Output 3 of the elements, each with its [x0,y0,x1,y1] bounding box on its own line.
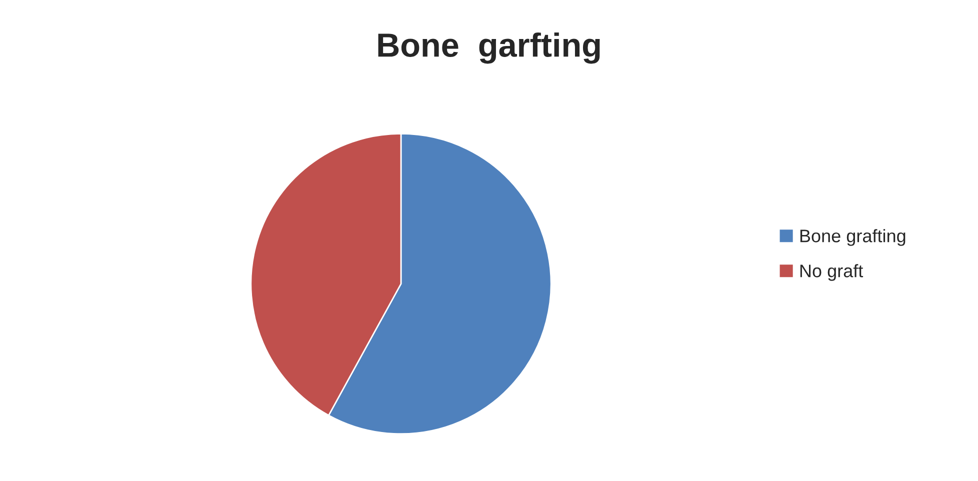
legend-label: Bone grafting [800,229,906,246]
legend-label: No graft [800,264,864,281]
chart-title: Bone garfting [378,32,600,64]
